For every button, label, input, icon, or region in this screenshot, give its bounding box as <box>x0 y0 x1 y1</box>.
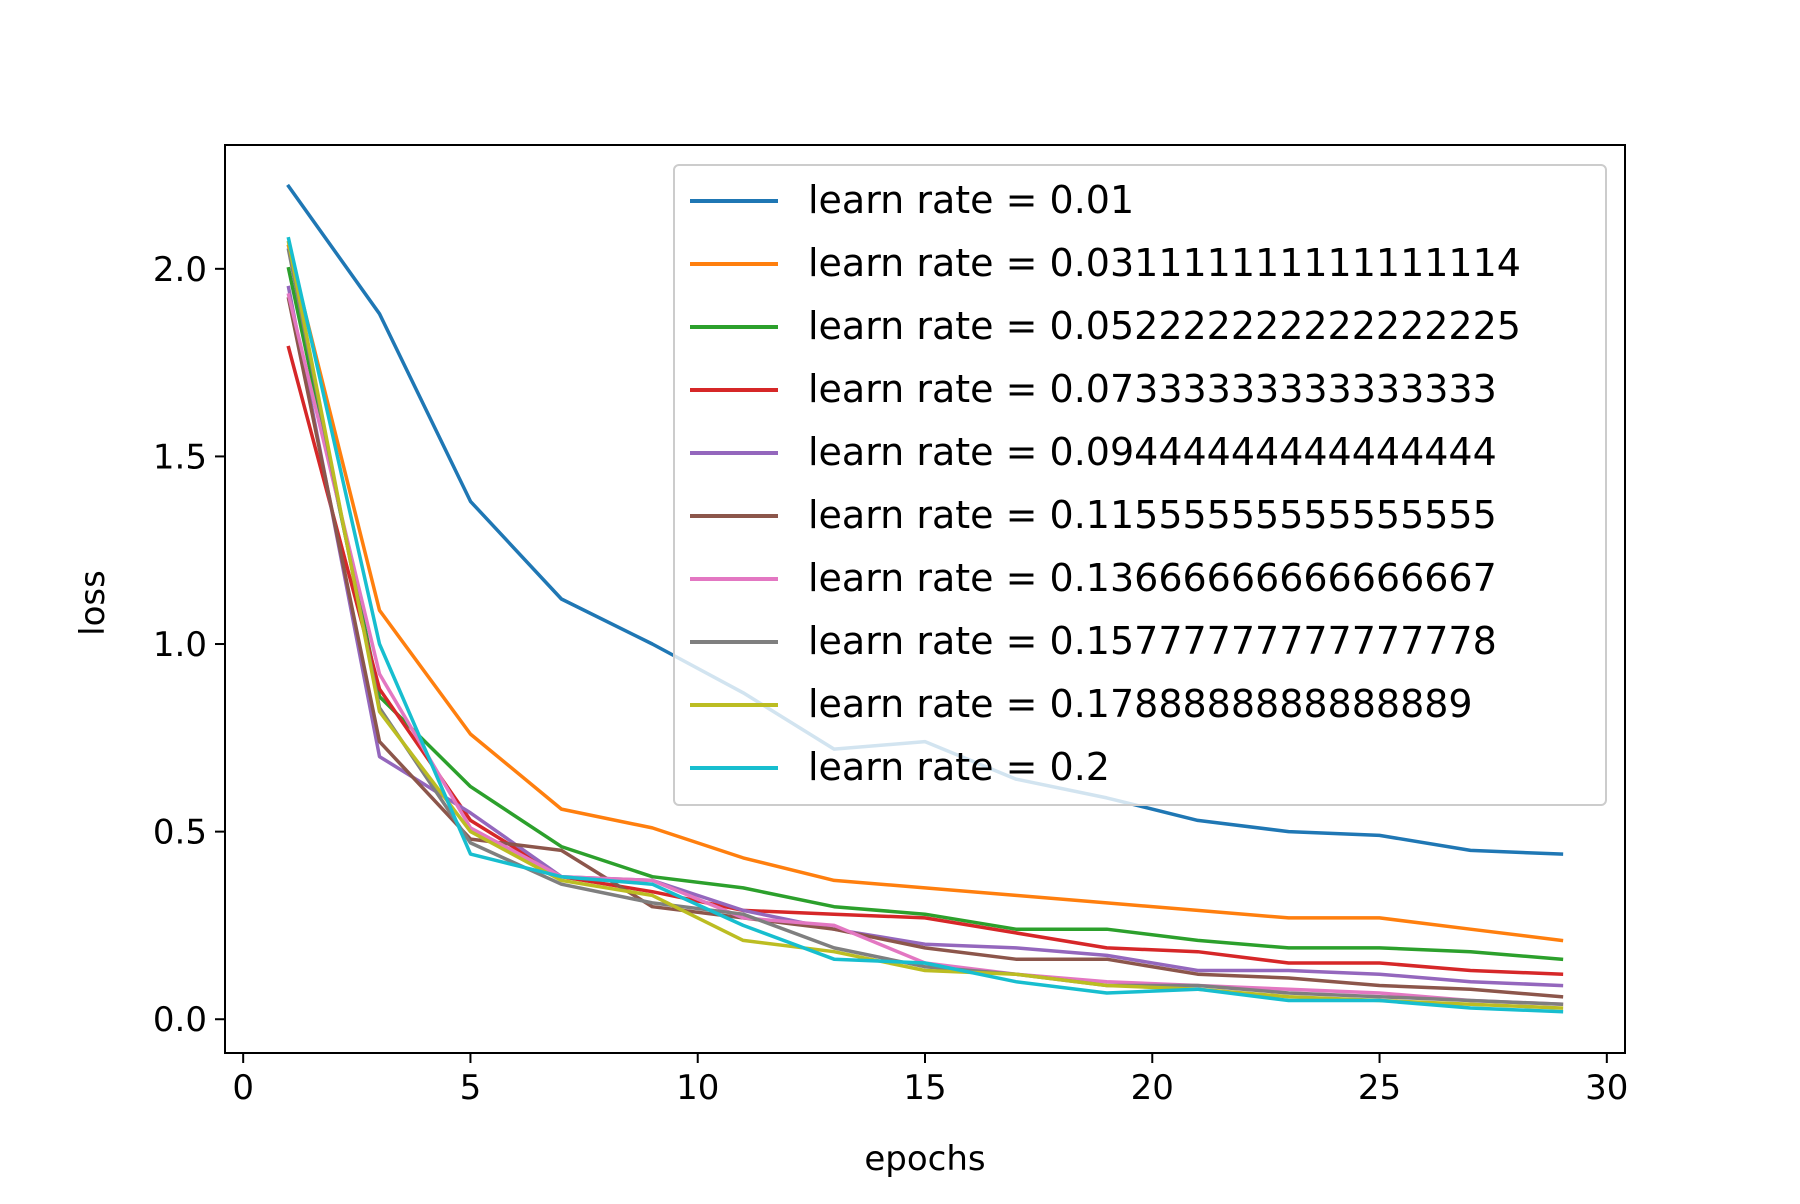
y-tick-label: 1.0 <box>153 625 207 665</box>
x-tick-label: 10 <box>676 1068 719 1108</box>
y-tick-label: 1.5 <box>153 437 207 477</box>
y-tick-label: 0.0 <box>153 1000 207 1040</box>
legend-label: learn rate = 0.07333333333333333 <box>808 367 1497 411</box>
x-tick-label: 0 <box>232 1068 254 1108</box>
series-line-4 <box>286 345 1564 977</box>
y-tick-label: 0.5 <box>153 813 207 853</box>
legend-label: learn rate = 0.09444444444444444 <box>808 430 1497 474</box>
x-tick-label: 20 <box>1131 1068 1174 1108</box>
series-line-5 <box>286 285 1564 988</box>
x-tick-label: 30 <box>1585 1068 1628 1108</box>
legend-label: learn rate = 0.1788888888888889 <box>808 682 1473 726</box>
legend-label: learn rate = 0.2 <box>808 745 1110 789</box>
y-tick-label: 2.0 <box>153 250 207 290</box>
y-axis-ticks: 0.0 0.5 1.0 1.5 2.0 <box>153 250 225 1040</box>
x-axis-ticks: 0 5 10 15 20 25 30 <box>232 1053 1628 1108</box>
series-line-2 <box>286 244 1564 943</box>
legend: learn rate = 0.01 learn rate = 0.03111111… <box>673 164 1607 806</box>
x-tick-label: 25 <box>1358 1068 1401 1108</box>
series-line-10 <box>286 236 1564 1014</box>
legend-label: learn rate = 0.11555555555555555 <box>808 493 1497 537</box>
legend-label: learn rate = 0.13666666666666667 <box>808 556 1497 600</box>
x-tick-label: 5 <box>460 1068 482 1108</box>
legend-label: learn rate = 0.052222222222222225 <box>808 304 1521 348</box>
legend-label: learn rate = 0.15777777777777778 <box>808 619 1497 663</box>
series-lines <box>286 183 1564 1014</box>
legend-label: learn rate = 0.031111111111111114 <box>808 241 1521 285</box>
series-line-3 <box>286 266 1564 962</box>
legend-box <box>673 164 1607 806</box>
series-line-8 <box>286 248 1564 1007</box>
x-tick-label: 15 <box>903 1068 946 1108</box>
x-axis-label: epochs <box>864 1139 985 1179</box>
y-axis-label: loss <box>73 570 113 636</box>
legend-label: learn rate = 0.01 <box>808 178 1134 222</box>
